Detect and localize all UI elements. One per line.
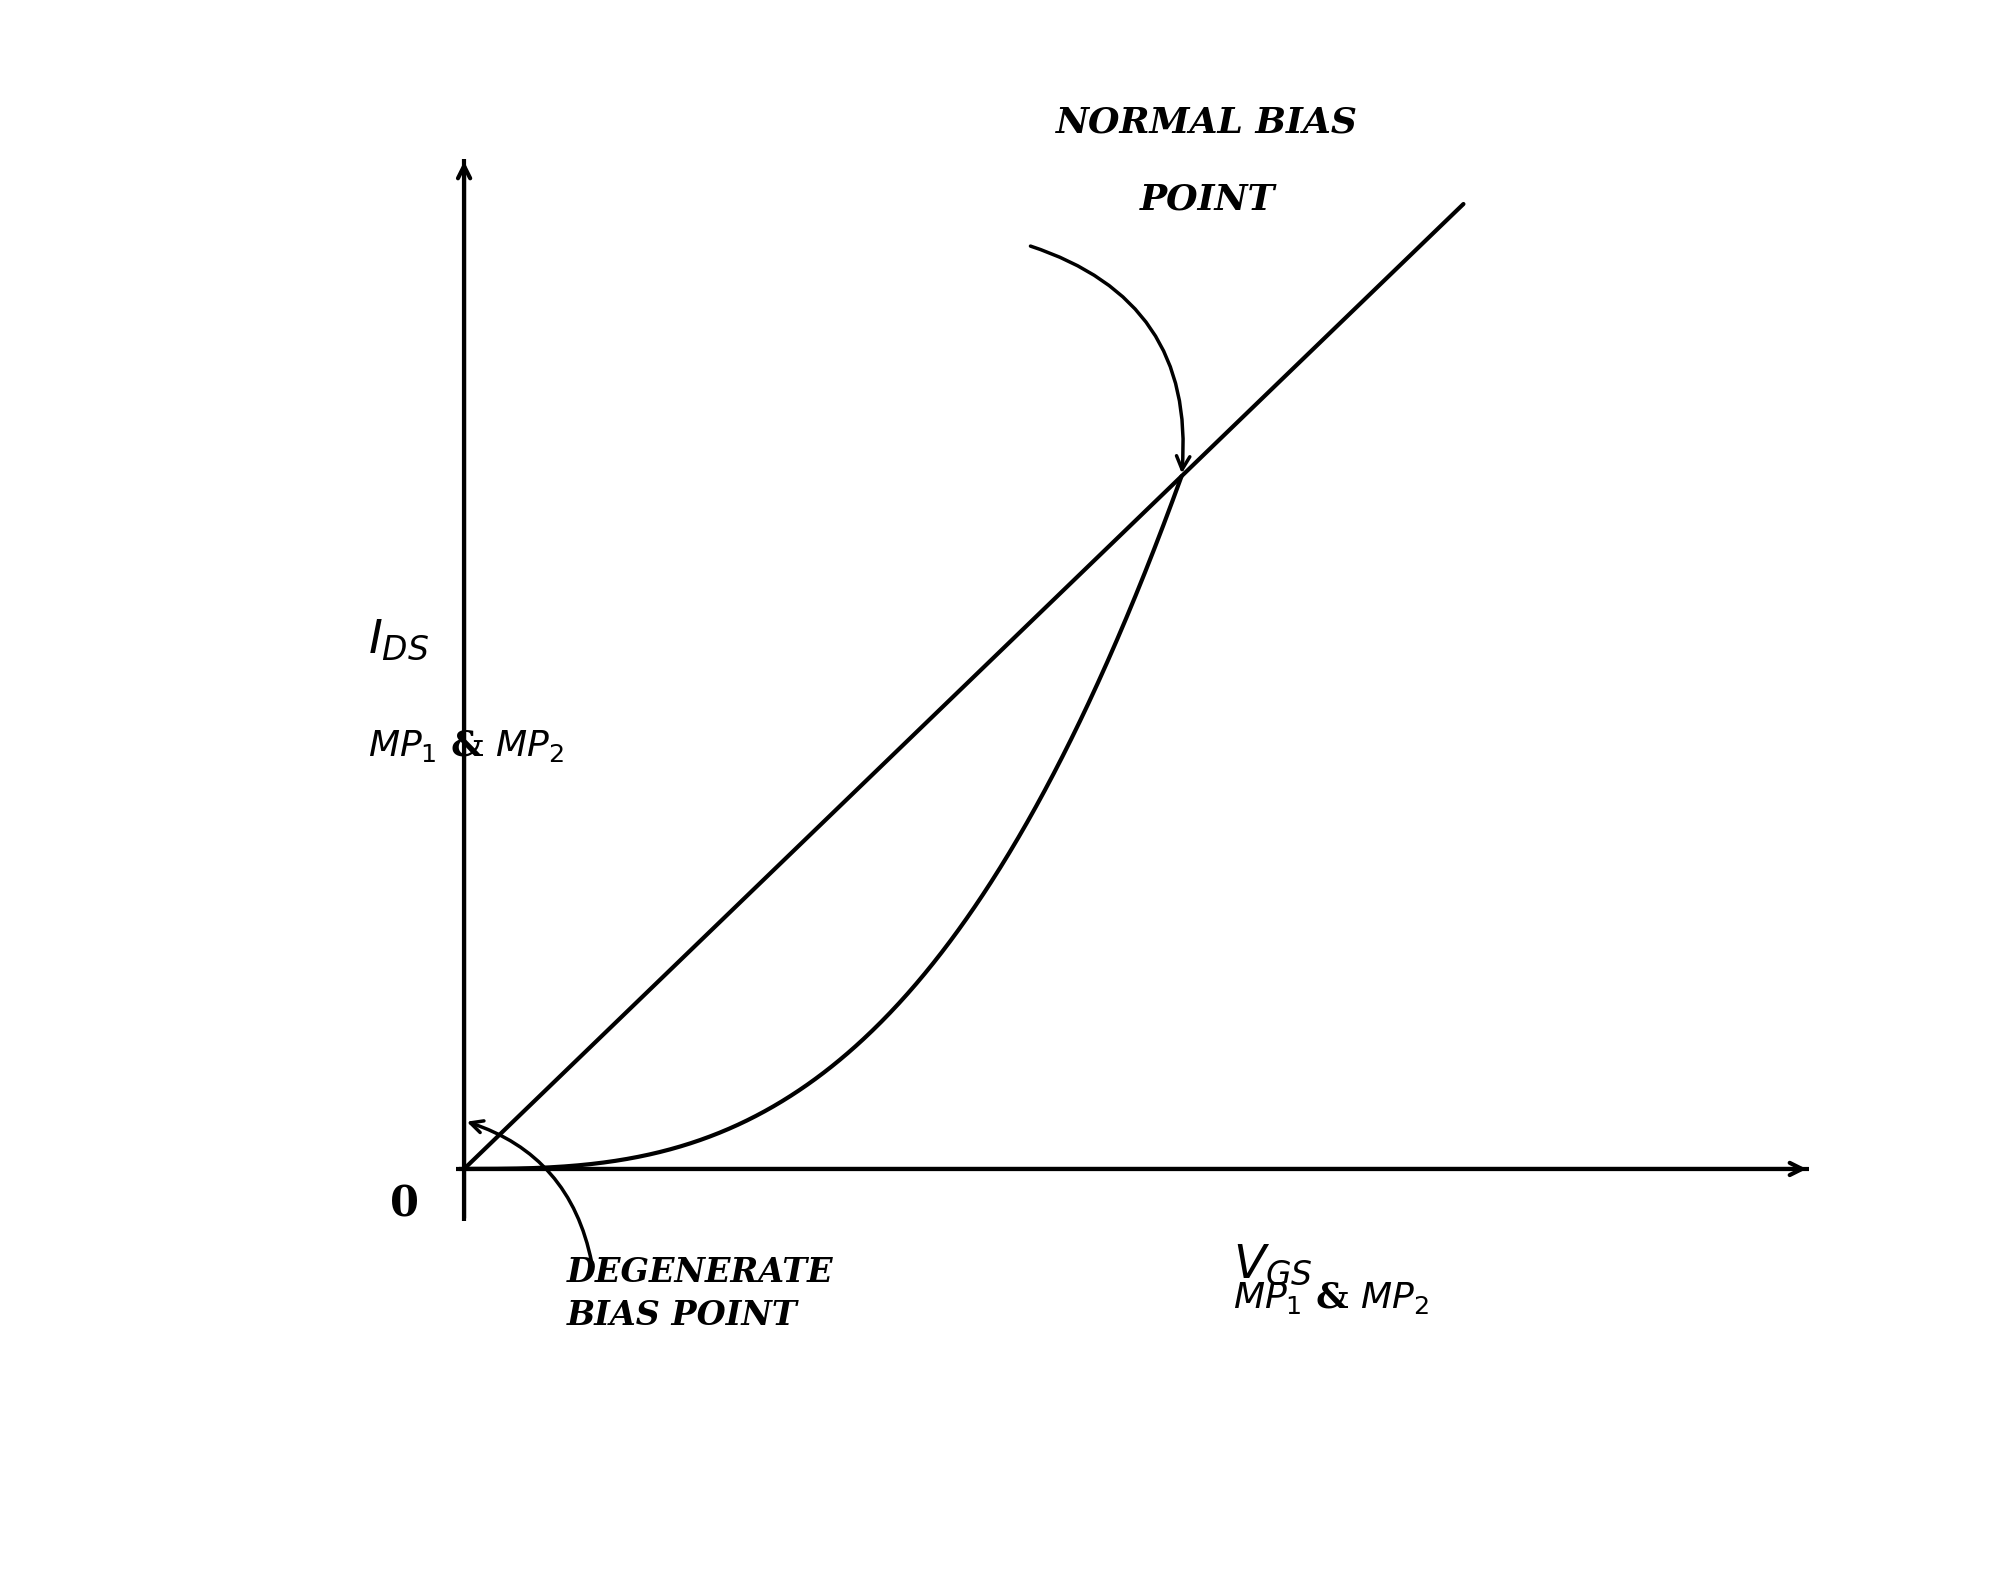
Text: $\mathit{V}_{GS}$: $\mathit{V}_{GS}$	[1234, 1241, 1313, 1287]
Text: $\mathit{MP}_1$ & $\mathit{MP}_2$: $\mathit{MP}_1$ & $\mathit{MP}_2$	[369, 728, 564, 764]
Text: BIAS POINT: BIAS POINT	[566, 1300, 797, 1331]
Text: 0: 0	[391, 1183, 419, 1225]
Text: NORMAL BIAS: NORMAL BIAS	[1056, 106, 1357, 139]
Text: $\mathit{I}_{DS}$: $\mathit{I}_{DS}$	[369, 617, 428, 663]
Text: $\mathit{MP}_1$ & $\mathit{MP}_2$: $\mathit{MP}_1$ & $\mathit{MP}_2$	[1234, 1279, 1429, 1315]
Text: POINT: POINT	[1140, 182, 1276, 216]
Text: DEGENERATE: DEGENERATE	[566, 1255, 833, 1288]
